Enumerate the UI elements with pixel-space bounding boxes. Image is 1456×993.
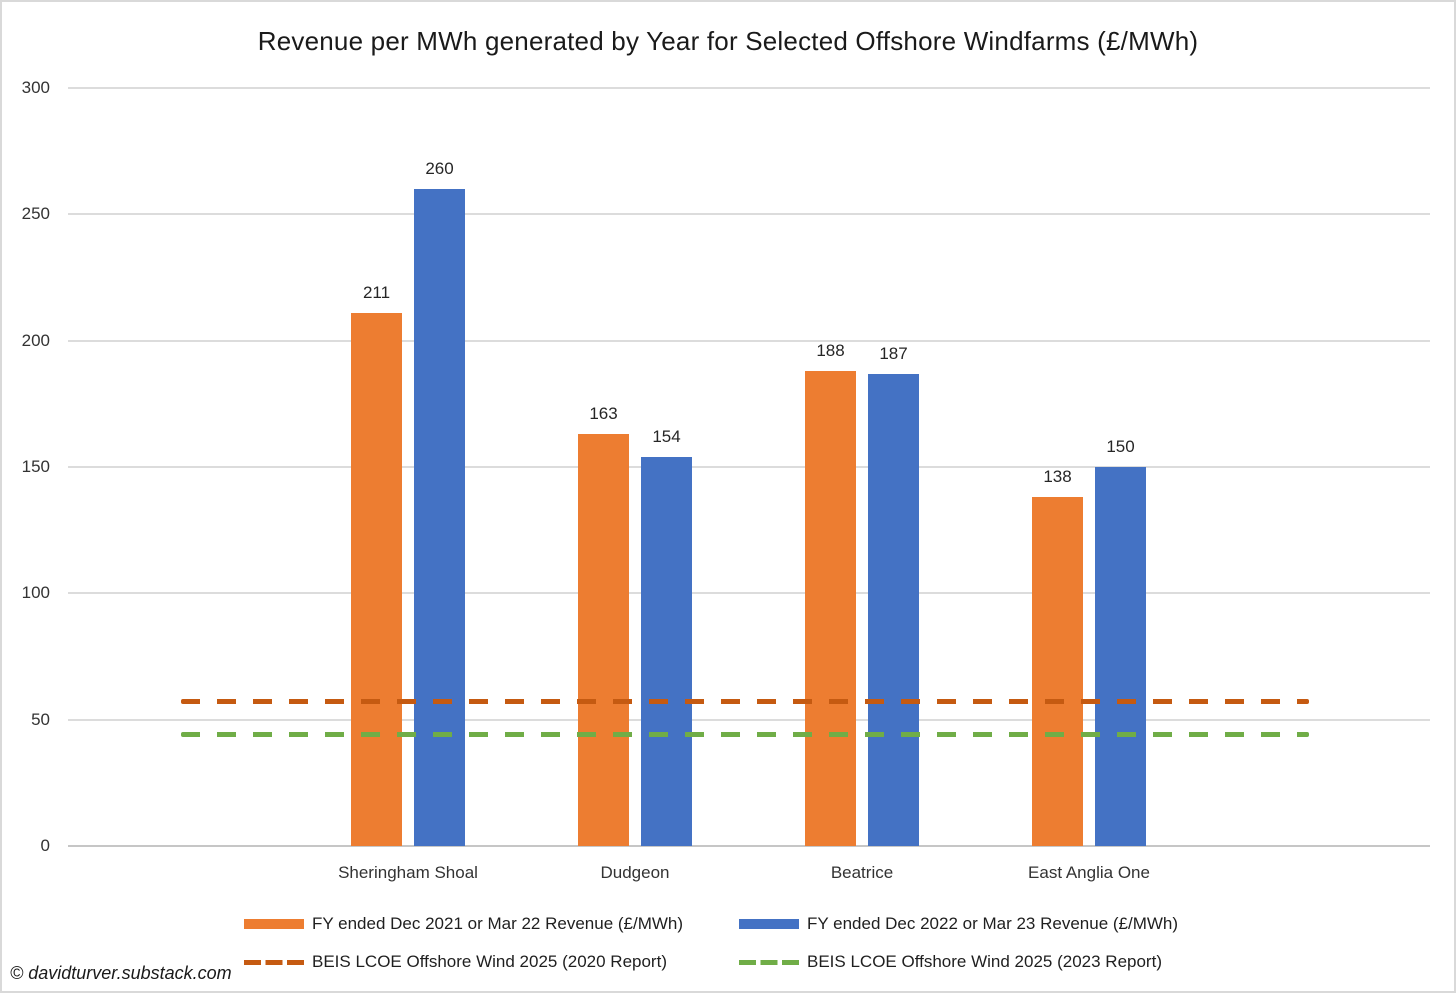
x-axis-category-label: Beatrice: [830, 863, 894, 882]
legend-item-series-2: FY ended Dec 2022 or Mar 23 Revenue (£/M…: [739, 914, 1178, 934]
bar-value-label: 211: [362, 282, 391, 302]
bar-fy2021: [1032, 497, 1083, 846]
bar-fy2022: [414, 189, 465, 846]
legend-label: FY ended Dec 2021 or Mar 22 Revenue (£/M…: [312, 914, 684, 933]
y-axis-tick-label: 0: [40, 836, 50, 855]
bar-value-label: 138: [1043, 467, 1072, 487]
bar-value-label: 163: [589, 404, 618, 424]
x-axis-category-label: Dudgeon: [600, 863, 670, 882]
bar-value-label: 150: [1106, 437, 1135, 456]
reference-line-2020-report: [181, 699, 1309, 705]
y-axis-tick-label: 250: [21, 204, 50, 224]
legend-label: BEIS LCOE Offshore Wind 2025 (2023 Repor…: [807, 952, 1162, 971]
legend-item-refline-2: BEIS LCOE Offshore Wind 2025 (2023 Repor…: [739, 952, 1162, 972]
watermark: © davidturver.substack.com: [10, 963, 232, 983]
gridline: [68, 592, 1430, 595]
bar-value-label: 188: [816, 340, 845, 360]
bar-value-label: 260: [425, 159, 454, 179]
legend-swatch-dashed-orange: [244, 959, 304, 965]
legend-item-series-1: FY ended Dec 2021 or Mar 22 Revenue (£/M…: [244, 914, 683, 934]
bar-fy2022: [641, 456, 692, 846]
legend-item-refline-1: BEIS LCOE Offshore Wind 2025 (2020 Repor…: [244, 952, 667, 972]
x-axis-line: [68, 845, 1430, 847]
reference-line-2023-report: [181, 732, 1309, 738]
gridline: [68, 718, 1430, 721]
bar-fy2021: [805, 370, 856, 846]
bar-fy2022: [868, 373, 919, 846]
bar-value-label: 187: [879, 343, 908, 363]
y-axis-tick-label: 100: [21, 583, 50, 603]
bar-value-label: 154: [652, 426, 681, 446]
gridline: [68, 339, 1430, 342]
bar-fy2021: [578, 434, 629, 846]
legend-swatch-blue: [739, 919, 799, 929]
legend-label: FY ended Dec 2022 or Mar 23 Revenue (£/M…: [807, 914, 1179, 933]
y-axis-tick-label: 150: [21, 457, 50, 476]
legend-label: BEIS LCOE Offshore Wind 2025 (2020 Repor…: [312, 952, 667, 971]
y-axis-tick-label: 50: [31, 709, 50, 729]
y-axis-tick-label: 300: [21, 78, 50, 97]
x-axis-category-label: Sheringham Shoal: [338, 863, 478, 882]
x-axis-category-label: East Anglia One: [1028, 863, 1150, 882]
legend-swatch-dashed-green: [739, 959, 799, 965]
gridline: [68, 87, 1430, 89]
bar-fy2021: [351, 312, 402, 846]
bar-fy2022: [1095, 467, 1146, 846]
y-axis-tick-label: 200: [21, 330, 50, 350]
gridline: [68, 213, 1430, 216]
legend-swatch-orange: [244, 919, 304, 929]
gridline: [68, 466, 1430, 468]
chart-title: Revenue per MWh generated by Year for Se…: [257, 26, 1199, 56]
